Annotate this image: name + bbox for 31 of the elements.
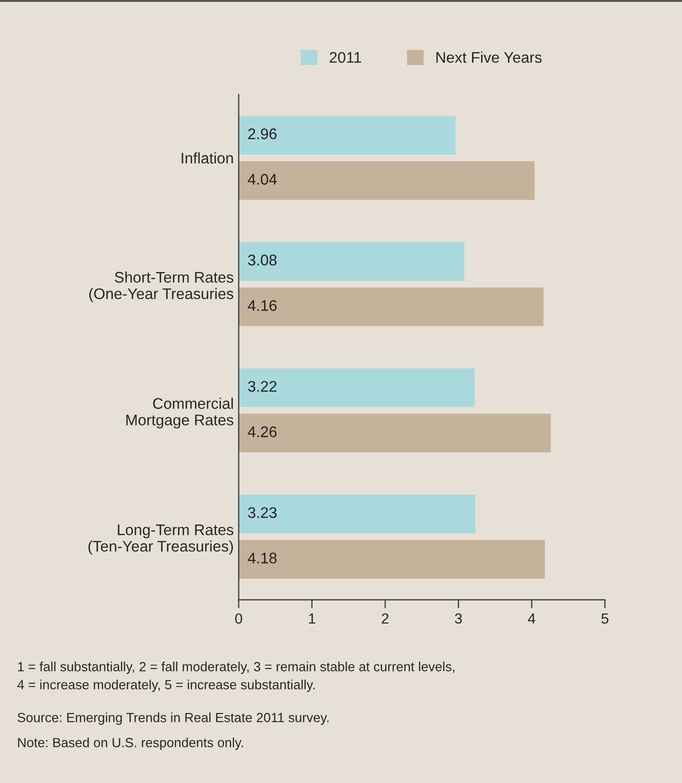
bar <box>238 242 464 281</box>
x-tick-label: 2 <box>382 613 389 624</box>
y-tick-label: Inflation <box>182 152 233 164</box>
x-tick-label: 1 <box>309 614 316 624</box>
bar <box>238 540 545 579</box>
data-label: 2.96 <box>248 128 277 140</box>
data-label: 3.08 <box>248 254 277 266</box>
legend-label: Next Five Years <box>436 52 542 63</box>
bar <box>238 161 535 200</box>
data-label: 3.23 <box>248 507 277 518</box>
text: 1 = fall substantially, 2 = fall moderately, 3 = remain stable at current levels, 4 = increase moderately, 5 = increase substantially. <box>17 662 454 692</box>
x-tick-label: 3 <box>454 613 462 624</box>
bar <box>238 368 475 407</box>
bar <box>238 414 551 452</box>
bar <box>238 116 456 154</box>
data-label: 4.16 <box>248 300 277 311</box>
x-tick-label: 4 <box>528 614 536 624</box>
source-note: Source: Emerging Trends in Real Estate 2011 survey. <box>18 712 329 725</box>
text: Note: Based on U.S. respondents only. <box>18 738 243 750</box>
data-label: 4.04 <box>248 174 277 185</box>
y-tick-label: Commercial Mortgage Rates <box>126 398 234 428</box>
x-tick-label: 5 <box>601 614 608 624</box>
bar <box>238 288 544 326</box>
data-label: 4.18 <box>248 552 277 564</box>
x-tick-label: 0 <box>235 613 242 624</box>
legend-label: 2011 <box>330 52 362 63</box>
bar <box>238 494 476 534</box>
y-tick-label: Long-Term Rates (Ten-Year Treasuries) <box>88 524 234 555</box>
data-label: 4.26 <box>248 426 277 438</box>
data-label: 3.22 <box>248 380 276 392</box>
y-tick-label: Short-Term Rates (One-Year Treasuries <box>89 271 234 302</box>
